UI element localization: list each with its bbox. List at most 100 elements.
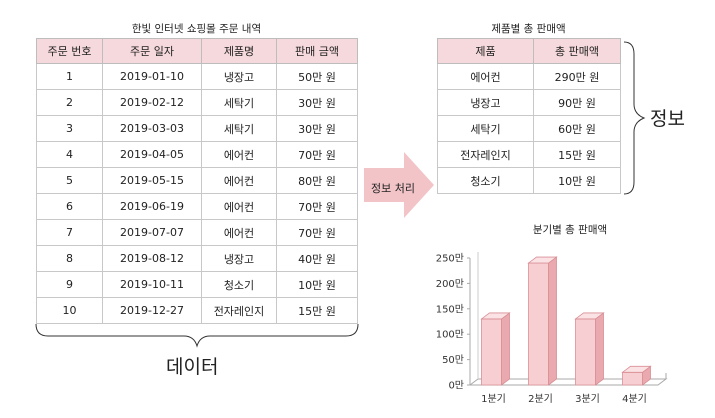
orders-row: 2 2019-02-12 세탁기 30만 원 <box>36 89 358 116</box>
orders-row: 10 2019-12-27 전자레인지 15만 원 <box>36 297 358 324</box>
orders-cell: 2019-10-11 <box>102 271 202 298</box>
summary-cell: 15만 원 <box>533 141 621 168</box>
header-order-no: 주문 번호 <box>36 38 103 64</box>
orders-header-row: 주문 번호 주문 일자 제품명 판매 금액 <box>36 38 358 64</box>
summary-header-row: 제품 총 판매액 <box>437 38 621 64</box>
orders-cell: 4 <box>36 141 103 168</box>
orders-cell: 에어컨 <box>201 141 277 168</box>
orders-cell: 50만 원 <box>276 63 358 90</box>
orders-cell: 2019-04-05 <box>102 141 202 168</box>
bar-top <box>574 312 605 320</box>
orders-cell: 30만 원 <box>276 115 358 142</box>
process-label: 정보 처리 <box>371 182 415 195</box>
orders-row: 9 2019-10-11 청소기 10만 원 <box>36 271 358 298</box>
y-tick-label: 0만 <box>448 380 464 392</box>
x-tick-label: 3분기 <box>575 393 600 405</box>
summary-title: 제품별 총 판매액 <box>491 23 566 35</box>
orders-row: 1 2019-01-10 냉장고 50만 원 <box>36 63 358 90</box>
orders-row: 7 2019-07-07 에어컨 70만 원 <box>36 219 358 246</box>
orders-title: 한빛 인터넷 쇼핑몰 주문 내역 <box>131 23 262 35</box>
orders-cell: 80만 원 <box>276 167 358 194</box>
summary-cell: 60만 원 <box>533 115 621 142</box>
orders-cell: 2019-07-07 <box>102 219 202 246</box>
orders-cell: 70만 원 <box>276 193 358 220</box>
orders-cell: 9 <box>36 271 103 298</box>
summary-table: 제품 총 판매액 에어컨 290만 원 냉장고 90만 원 세탁기 60만 원 전자레인지 1… <box>437 38 621 194</box>
summary-cell: 90만 원 <box>533 89 621 116</box>
orders-cell: 2019-05-15 <box>102 167 202 194</box>
summary-cell: 세탁기 <box>437 115 534 142</box>
summary-cell: 에어컨 <box>437 63 534 90</box>
orders-cell: 5 <box>36 167 103 194</box>
info-brace <box>623 41 646 195</box>
bar-side <box>501 312 510 386</box>
orders-cell: 에어컨 <box>201 167 277 194</box>
orders-cell: 10만 원 <box>276 271 358 298</box>
bar-side <box>548 256 557 386</box>
summary-cell: 냉장고 <box>437 89 534 116</box>
summary-row: 전자레인지 15만 원 <box>437 141 621 168</box>
x-tick-label: 1분기 <box>481 393 506 405</box>
orders-row: 5 2019-05-15 에어컨 80만 원 <box>36 167 358 194</box>
y-tick-label: 250만 <box>436 253 464 265</box>
summary-row: 청소기 10만 원 <box>437 167 621 194</box>
y-tick-label: 100만 <box>436 329 464 341</box>
orders-row: 3 2019-03-03 세탁기 30만 원 <box>36 115 358 142</box>
orders-cell: 1 <box>36 63 103 90</box>
quarterly-sales-chart: 0만 50만 100만 150만 200만 250만 1분기 2분기 3분기 4분기 <box>436 252 668 405</box>
orders-cell: 2019-02-12 <box>102 89 202 116</box>
orders-cell: 냉장고 <box>201 63 277 90</box>
bar <box>575 318 596 386</box>
y-tick-label: 150만 <box>436 303 464 315</box>
orders-row: 6 2019-06-19 에어컨 70만 원 <box>36 193 358 220</box>
summary-cell: 10만 원 <box>533 167 621 194</box>
bar-top <box>621 365 652 373</box>
orders-cell: 세탁기 <box>201 115 277 142</box>
header-summary-total: 총 판매액 <box>533 38 621 64</box>
bar-side <box>595 312 604 386</box>
data-brace <box>35 323 359 348</box>
y-tick-label: 200만 <box>436 278 464 290</box>
orders-cell: 2019-01-10 <box>102 63 202 90</box>
summary-row: 세탁기 60만 원 <box>437 115 621 142</box>
orders-cell: 7 <box>36 219 103 246</box>
orders-row: 4 2019-04-05 에어컨 70만 원 <box>36 141 358 168</box>
orders-cell: 2019-03-03 <box>102 115 202 142</box>
summary-cell: 290만 원 <box>533 63 621 90</box>
orders-cell: 2019-12-27 <box>102 297 202 324</box>
orders-cell: 냉장고 <box>201 245 277 272</box>
orders-cell: 10 <box>36 297 103 324</box>
orders-cell: 70만 원 <box>276 141 358 168</box>
summary-cell: 청소기 <box>437 167 534 194</box>
data-label: 데이터 <box>166 356 219 378</box>
orders-cell: 전자레인지 <box>201 297 277 324</box>
summary-row: 에어컨 290만 원 <box>437 63 621 90</box>
summary-row: 냉장고 90만 원 <box>437 89 621 116</box>
orders-row: 8 2019-08-12 냉장고 40만 원 <box>36 245 358 272</box>
info-label: 정보 <box>650 108 685 130</box>
orders-cell: 에어컨 <box>201 219 277 246</box>
chart-title: 분기별 총 판매액 <box>532 224 608 236</box>
x-tick-label: 2분기 <box>528 393 553 405</box>
orders-cell: 40만 원 <box>276 245 358 272</box>
bar <box>528 262 549 386</box>
orders-table: 주문 번호 주문 일자 제품명 판매 금액 1 2019-01-10 냉장고 50만 … <box>36 38 358 324</box>
orders-cell: 2 <box>36 89 103 116</box>
orders-cell: 8 <box>36 245 103 272</box>
orders-cell: 2019-06-19 <box>102 193 202 220</box>
orders-cell: 청소기 <box>201 271 277 298</box>
orders-cell: 15만 원 <box>276 297 358 324</box>
orders-cell: 세탁기 <box>201 89 277 116</box>
header-order-date: 주문 일자 <box>102 38 202 64</box>
x-tick-label: 4분기 <box>622 393 647 405</box>
bar-top <box>480 312 511 320</box>
orders-cell: 6 <box>36 193 103 220</box>
orders-cell: 3 <box>36 115 103 142</box>
header-summary-product: 제품 <box>437 38 534 64</box>
header-amount: 판매 금액 <box>276 38 358 64</box>
bar-top <box>527 256 558 264</box>
bar <box>622 371 643 386</box>
orders-cell: 2019-08-12 <box>102 245 202 272</box>
bar <box>481 318 502 386</box>
header-product: 제품명 <box>201 38 277 64</box>
